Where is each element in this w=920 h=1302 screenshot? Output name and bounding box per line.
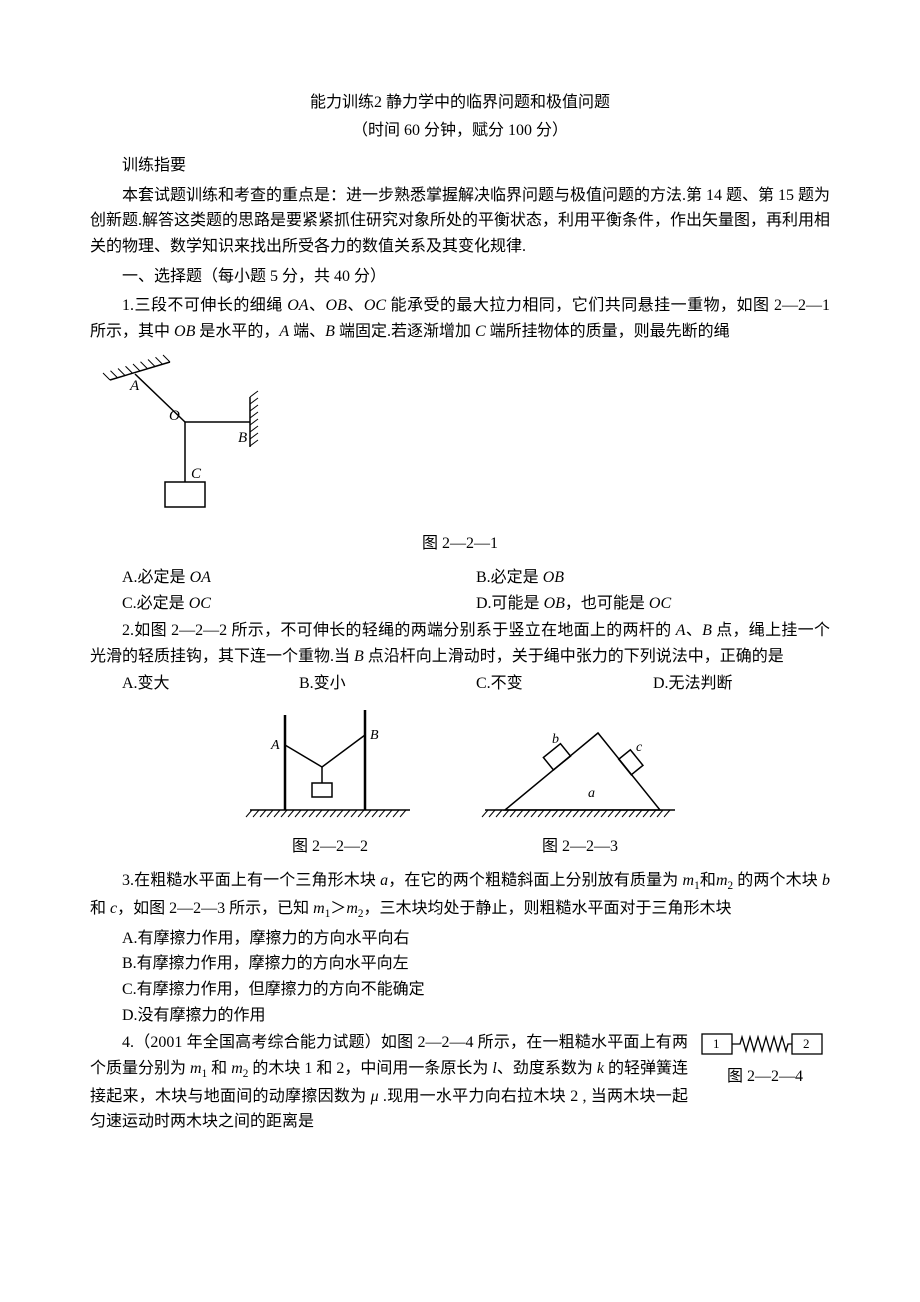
fig3-caption: 图 2—2—3 bbox=[542, 834, 618, 860]
fig4-caption: 图 2—2—4 bbox=[700, 1064, 830, 1090]
q4-stem: 4.（2001 年全国高考综合能力试题）如图 2—2—4 所示，在一粗糙水平面上… bbox=[90, 1030, 688, 1135]
q3-optD: D.没有摩擦力的作用 bbox=[122, 1003, 830, 1029]
q1-optD: D.可能是 OB，也可能是 OC bbox=[476, 591, 830, 617]
q2-stem: 2.如图 2—2—2 所示，不可伸长的轻绳的两端分别系于竖立在地面上的两杆的 A… bbox=[90, 618, 830, 669]
q3-stem: 3.在粗糙水平面上有一个三角形木块 a，在它的两个粗糙斜面上分别放有质量为 m1… bbox=[90, 868, 830, 924]
fig2-caption: 图 2—2—2 bbox=[292, 834, 368, 860]
figure-pair-2-3: AB 图 2—2—2 abc 图 2—2—3 bbox=[90, 705, 830, 860]
q3-options: A.有摩擦力作用，摩擦力的方向水平向右 B.有摩擦力作用，摩擦力的方向水平向左 … bbox=[122, 926, 830, 1028]
svg-text:A: A bbox=[129, 378, 140, 394]
fig2-svg: AB bbox=[240, 705, 420, 830]
fig3-svg: a b c bbox=[480, 705, 680, 830]
q2-optD: D.无法判断 bbox=[653, 671, 830, 697]
training-head: 训练指要 bbox=[90, 153, 830, 179]
fig1-caption: 图 2—2—1 bbox=[90, 531, 830, 557]
q2-optB: B.变小 bbox=[299, 671, 476, 697]
q2-optC: C.不变 bbox=[476, 671, 653, 697]
doc-title: 能力训练2 静力学中的临界问题和极值问题 bbox=[90, 90, 830, 116]
fig4-svg: 12 bbox=[700, 1028, 825, 1060]
q1-optC: C.必定是 OC bbox=[122, 591, 476, 617]
section1-head: 一、选择题（每小题 5 分，共 40 分） bbox=[90, 264, 830, 290]
q1-stem: 1.三段不可伸长的细绳 OA、OB、OC 能承受的最大拉力相同，它们共同悬挂一重… bbox=[90, 293, 830, 344]
q2-options: A.变大 B.变小 C.不变 D.无法判断 bbox=[122, 671, 830, 697]
q3-optC: C.有摩擦力作用，但摩擦力的方向不能确定 bbox=[122, 977, 830, 1003]
figure-2-2-1: A B O C 图 2—2—1 bbox=[90, 352, 830, 557]
q3-optA: A.有摩擦力作用，摩擦力的方向水平向右 bbox=[122, 926, 830, 952]
svg-text:2: 2 bbox=[803, 1036, 810, 1051]
svg-text:A: A bbox=[270, 738, 280, 753]
doc-subtitle: （时间 60 分钟，赋分 100 分） bbox=[90, 118, 830, 144]
svg-text:a: a bbox=[588, 786, 595, 801]
q3-optB: B.有摩擦力作用，摩擦力的方向水平向左 bbox=[122, 951, 830, 977]
svg-text:1: 1 bbox=[713, 1036, 720, 1051]
svg-text:c: c bbox=[636, 740, 643, 755]
q4-block: 4.（2001 年全国高考综合能力试题）如图 2—2—4 所示，在一粗糙水平面上… bbox=[90, 1028, 830, 1137]
q1-optB: B.必定是 OB bbox=[476, 565, 830, 591]
q1-options: A.必定是 OA B.必定是 OB C.必定是 OC D.可能是 OB，也可能是… bbox=[122, 565, 830, 616]
svg-text:O: O bbox=[169, 408, 180, 424]
q1-optA: A.必定是 OA bbox=[122, 565, 476, 591]
svg-text:b: b bbox=[552, 732, 559, 747]
svg-text:C: C bbox=[191, 466, 202, 482]
fig1-svg: A B O C bbox=[90, 352, 280, 527]
intro-para: 本套试题训练和考查的重点是：进一步熟悉掌握解决临界问题与极值问题的方法.第 14… bbox=[90, 183, 830, 260]
q2-optA: A.变大 bbox=[122, 671, 299, 697]
svg-text:B: B bbox=[370, 728, 379, 743]
svg-text:B: B bbox=[238, 430, 247, 446]
